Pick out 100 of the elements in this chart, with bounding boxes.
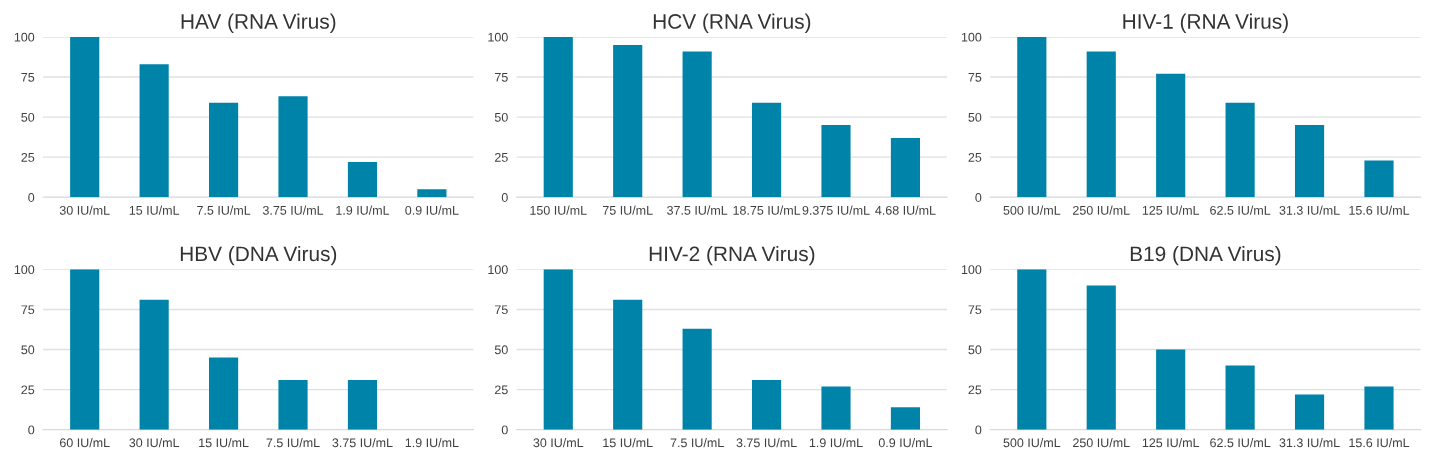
chart-title: HBV (DNA Virus) [180,245,337,266]
x-tick-label: 250 IU/mL [1073,205,1130,215]
x-tick-label: 62.5 IU/mL [1210,437,1271,448]
y-tick-label: 25 [494,152,508,162]
bar [1086,285,1116,430]
y-tick-label: 25 [21,152,35,162]
bar [1156,73,1186,198]
bar [139,64,169,198]
y-tick-label: 0 [975,193,982,202]
x-tick-label: 500 IU/mL [1003,205,1061,215]
y-tick-label: 25 [21,385,35,395]
y-tick-label: 25 [968,385,982,395]
x-tick-label: 150 IU/mL [530,205,587,215]
bar [890,407,921,430]
x-tick-label: 4.68 IU/mL [875,205,936,215]
y-tick-label: 50 [21,345,35,355]
y-tick-label: 0 [28,425,35,435]
y-tick-label: 75 [21,305,35,315]
bar [1225,102,1255,198]
bar [1017,36,1047,198]
bar [1017,269,1047,430]
x-tick-label: 62.5 IU/mL [1210,205,1271,215]
y-tick-label: 100 [14,265,35,275]
bar [209,357,239,430]
x-tick-label: 1.9 IU/mL [809,437,863,448]
y-tick-label: 75 [968,305,982,315]
y-tick-label: 0 [501,193,508,202]
bar [70,269,100,430]
y-tick-label: 50 [968,345,982,355]
bar [751,379,782,430]
x-tick-label: 1.9 IU/mL [336,205,390,215]
bar [1086,51,1116,198]
y-tick-label: 0 [28,193,35,202]
x-tick-label: 125 IU/mL [1142,437,1200,448]
bar [278,379,308,430]
bar [613,44,643,198]
bar [347,161,378,198]
bar [821,386,851,430]
y-tick-label: 25 [494,385,508,395]
bar [821,125,851,198]
y-tick-label: 0 [501,425,508,435]
y-tick-label: 0 [975,425,982,435]
x-tick-label: 30 IU/mL [129,437,180,448]
bar [751,102,782,198]
bar [209,102,239,198]
y-tick-label: 75 [968,72,982,82]
y-tick-label: 25 [968,152,982,162]
bar [1225,365,1255,430]
x-tick-label: 250 IU/mL [1073,437,1130,448]
y-tick-label: 50 [21,112,35,122]
bar [1364,386,1394,430]
x-tick-label: 0.9 IU/mL [878,437,933,448]
chart-title: B19 (DNA Virus) [1130,245,1281,266]
y-tick-label: 100 [961,265,982,275]
x-tick-label: 31.3 IU/mL [1279,437,1340,448]
x-tick-label: 7.5 IU/mL [197,205,251,215]
x-tick-label: 125 IU/mL [1142,205,1200,215]
bar [543,269,573,430]
bar [1294,125,1325,198]
chart-title: HCV (RNA Virus) [653,13,811,33]
x-tick-label: 30 IU/mL [533,437,584,448]
bar [1156,349,1186,430]
x-tick-label: 15.6 IU/mL [1349,437,1410,448]
x-tick-label: 37.5 IU/mL [667,205,728,215]
y-tick-label: 100 [961,32,982,42]
x-tick-label: 3.75 IU/mL [736,437,797,448]
bar [543,36,573,198]
y-tick-label: 100 [14,32,35,42]
y-tick-label: 50 [494,345,508,355]
bar [278,96,308,198]
bar [682,328,712,430]
y-tick-label: 50 [494,112,508,122]
y-tick-label: 50 [968,112,982,122]
y-tick-label: 100 [488,265,508,275]
x-tick-label: 7.5 IU/mL [266,437,320,448]
x-tick-label: 60 IU/mL [59,437,110,448]
x-tick-label: 3.75 IU/mL [262,205,324,215]
x-tick-label: 31.3 IU/mL [1279,205,1340,215]
bar [890,137,921,198]
bar [347,379,378,430]
bar [70,36,100,198]
x-tick-label: 3.75 IU/mL [332,437,393,448]
x-tick-label: 30 IU/mL [59,205,110,215]
x-tick-label: 15 IU/mL [129,205,180,215]
y-tick-label: 75 [21,72,35,82]
y-tick-label: 75 [495,305,508,315]
bar [139,299,169,430]
bar [417,189,447,198]
x-tick-label: 15 IU/mL [603,437,653,448]
x-tick-label: 7.5 IU/mL [670,437,724,448]
bar [1294,394,1325,430]
x-tick-label: 75 IU/mL [602,205,653,215]
chart-title: HAV (RNA Virus) [181,13,336,33]
y-tick-label: 100 [488,32,508,42]
x-tick-label: 0.9 IU/mL [405,205,459,215]
x-tick-label: 15.6 IU/mL [1349,205,1410,215]
x-tick-label: 500 IU/mL [1003,437,1061,448]
bar [682,51,712,198]
x-tick-label: 1.9 IU/mL [405,437,459,448]
y-tick-label: 75 [495,72,508,82]
